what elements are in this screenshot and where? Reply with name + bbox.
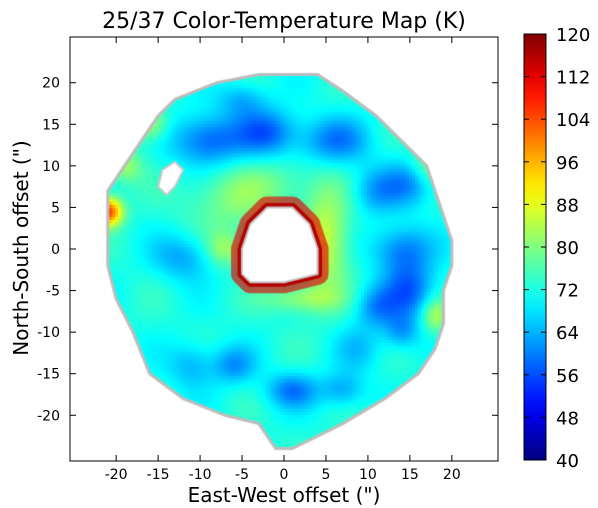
colorbar-tick-label: 64: [556, 323, 579, 344]
y-tick-label: 20: [42, 76, 60, 92]
y-tick-label: 5: [51, 200, 60, 216]
x-tick-label: 10: [359, 467, 377, 483]
x-axis: -20 -15 -10 -5 0 5 10 15 20: [105, 37, 461, 483]
colorbar-axis: 40 48 56 64 72 80 88 96 104 112 120: [524, 25, 590, 472]
colorbar-tick-label: 40: [556, 451, 579, 472]
y-tick-label: -15: [37, 367, 60, 383]
y-tick-label: -10: [37, 325, 60, 341]
x-tick-label: -20: [105, 467, 128, 483]
y-tick-label: 0: [51, 242, 60, 258]
colorbar-tick-label: 112: [556, 68, 590, 89]
x-tick-label: -5: [235, 467, 249, 483]
y-axis: -20 -15 -10 -5 0 5 10 15 20: [37, 76, 498, 424]
colorbar-tick-label: 88: [556, 195, 579, 216]
colorbar-tick-label: 80: [556, 238, 579, 259]
colorbar-tick-label: 96: [556, 153, 579, 174]
x-tick-label: -10: [189, 467, 212, 483]
x-tick-label: -15: [147, 467, 170, 483]
y-tick-label: 15: [42, 117, 60, 133]
x-tick-label: 0: [280, 467, 289, 483]
colorbar-tick-label: 120: [556, 25, 590, 46]
colorbar-tick-label: 104: [556, 110, 590, 131]
colorbar-tick-label: 72: [556, 281, 579, 302]
y-axis-label: North-South offset ("): [9, 140, 33, 355]
x-tick-label: 20: [443, 467, 461, 483]
colorbar-tick-label: 56: [556, 366, 579, 387]
y-tick-label: 10: [42, 159, 60, 175]
y-tick-label: -20: [37, 408, 60, 424]
x-tick-label: 15: [401, 467, 419, 483]
y-tick-label: -5: [46, 284, 60, 300]
heatmap-image: [70, 37, 498, 461]
x-tick-label: 5: [321, 467, 330, 483]
colorbar-tick-label: 48: [556, 408, 579, 429]
chart-title: 25/37 Color-Temperature Map (K): [102, 9, 466, 34]
x-axis-label: East-West offset ("): [188, 483, 381, 507]
